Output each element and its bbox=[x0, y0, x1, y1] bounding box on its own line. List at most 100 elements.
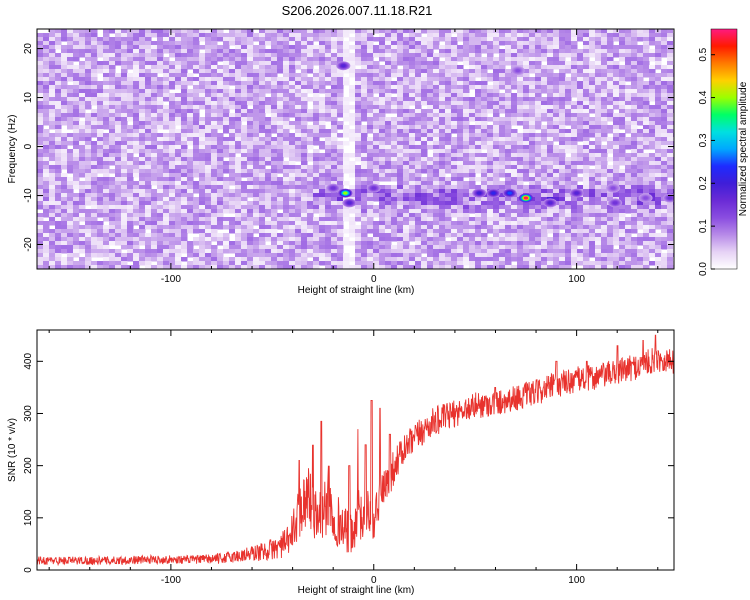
heatmap-cell bbox=[211, 205, 218, 210]
heatmap-cell bbox=[457, 69, 464, 74]
heatmap-cell bbox=[301, 137, 308, 142]
heatmap-cell bbox=[607, 213, 614, 218]
heatmap-cell bbox=[553, 61, 560, 66]
heatmap-cell bbox=[289, 33, 296, 38]
heatmap-cell bbox=[475, 89, 482, 94]
heatmap-cell bbox=[67, 197, 74, 202]
heatmap-cell bbox=[667, 113, 674, 118]
heatmap-cell bbox=[73, 173, 80, 178]
heatmap-cell bbox=[421, 177, 428, 182]
heatmap-cell bbox=[319, 41, 326, 46]
heatmap-cell bbox=[271, 77, 278, 82]
heatmap-cell bbox=[439, 209, 446, 214]
heatmap-cell bbox=[91, 85, 98, 90]
heatmap-cell bbox=[517, 121, 524, 126]
heatmap-cell bbox=[265, 157, 272, 162]
heatmap-cell bbox=[445, 45, 452, 50]
heatmap-cell bbox=[547, 121, 554, 126]
heatmap-cell bbox=[211, 49, 218, 54]
heatmap-cell bbox=[295, 201, 302, 206]
heatmap-cell bbox=[415, 169, 422, 174]
heatmap-cell bbox=[445, 209, 452, 214]
heatmap-cell bbox=[223, 137, 230, 142]
heatmap-cell bbox=[271, 81, 278, 86]
heatmap-cell bbox=[595, 113, 602, 118]
heatmap-cell bbox=[583, 209, 590, 214]
heatmap-cell bbox=[589, 73, 596, 78]
heatmap-cell bbox=[493, 201, 500, 206]
heatmap-cell bbox=[313, 93, 320, 98]
heatmap-cell bbox=[73, 37, 80, 42]
heatmap-cell bbox=[211, 85, 218, 90]
heatmap-cell bbox=[499, 85, 506, 90]
heatmap-cell bbox=[499, 37, 506, 42]
heatmap-cell bbox=[355, 69, 362, 74]
heatmap-cell bbox=[115, 149, 122, 154]
heatmap-cell bbox=[37, 93, 44, 98]
heatmap-cell bbox=[169, 85, 176, 90]
heatmap-cell bbox=[613, 117, 620, 122]
heatmap-cell bbox=[475, 121, 482, 126]
heatmap-cell bbox=[277, 169, 284, 174]
heatmap-cell bbox=[559, 53, 566, 58]
heatmap-cell bbox=[649, 29, 656, 34]
heatmap-cell bbox=[643, 45, 650, 50]
heatmap-cell bbox=[121, 33, 128, 38]
heatmap-cell bbox=[301, 141, 308, 146]
heatmap-cell bbox=[169, 209, 176, 214]
heatmap-cell bbox=[553, 105, 560, 110]
heatmap-cell bbox=[253, 113, 260, 118]
heatmap-cell bbox=[343, 133, 350, 138]
heatmap-cell bbox=[37, 105, 44, 110]
heatmap-cell bbox=[49, 177, 56, 182]
heatmap-cell bbox=[253, 69, 260, 74]
heatmap-cell bbox=[463, 113, 470, 118]
heatmap-cell bbox=[115, 173, 122, 178]
heatmap-cell bbox=[49, 57, 56, 62]
heatmap-cell bbox=[613, 93, 620, 98]
heatmap-cell bbox=[649, 189, 656, 194]
heatmap-cell bbox=[361, 105, 368, 110]
heatmap-cell bbox=[61, 193, 68, 198]
heatmap-cell bbox=[343, 49, 350, 54]
heatmap-cell bbox=[313, 37, 320, 42]
heatmap-cell bbox=[61, 109, 68, 114]
heatmap-cell bbox=[85, 225, 92, 230]
heatmap-cell bbox=[583, 149, 590, 154]
heatmap-cell bbox=[271, 161, 278, 166]
heatmap-cell bbox=[181, 157, 188, 162]
heatmap-cell bbox=[433, 61, 440, 66]
heatmap-cell bbox=[127, 41, 134, 46]
heatmap-cell bbox=[109, 153, 116, 158]
heatmap-cell bbox=[613, 125, 620, 130]
heatmap-cell bbox=[139, 45, 146, 50]
heatmap-cell bbox=[265, 105, 272, 110]
heatmap-cell bbox=[415, 217, 422, 222]
heatmap-cell bbox=[253, 145, 260, 150]
heatmap-cell bbox=[295, 29, 302, 34]
heatmap-cell bbox=[667, 157, 674, 162]
heatmap-cell bbox=[565, 85, 572, 90]
heatmap-cell bbox=[43, 213, 50, 218]
heatmap-cell bbox=[223, 113, 230, 118]
heatmap-cell bbox=[337, 97, 344, 102]
heatmap-cell bbox=[211, 77, 218, 82]
heatmap-cell bbox=[205, 133, 212, 138]
heatmap-cell bbox=[595, 101, 602, 106]
heatmap-cell bbox=[439, 81, 446, 86]
heatmap-cell bbox=[577, 129, 584, 134]
heatmap-cell bbox=[349, 129, 356, 134]
heatmap-cell bbox=[631, 213, 638, 218]
heatmap-cell bbox=[643, 205, 650, 210]
heatmap-cell bbox=[583, 145, 590, 150]
heatmap-cell bbox=[625, 45, 632, 50]
heatmap-cell bbox=[67, 149, 74, 154]
heatmap-cell bbox=[217, 37, 224, 42]
heatmap-cell bbox=[223, 45, 230, 50]
heatmap-cell bbox=[181, 177, 188, 182]
heatmap-cell bbox=[451, 201, 458, 206]
heatmap-cell bbox=[193, 205, 200, 210]
heatmap-cell bbox=[301, 129, 308, 134]
heatmap-cell bbox=[187, 193, 194, 198]
heatmap-cell bbox=[667, 169, 674, 174]
